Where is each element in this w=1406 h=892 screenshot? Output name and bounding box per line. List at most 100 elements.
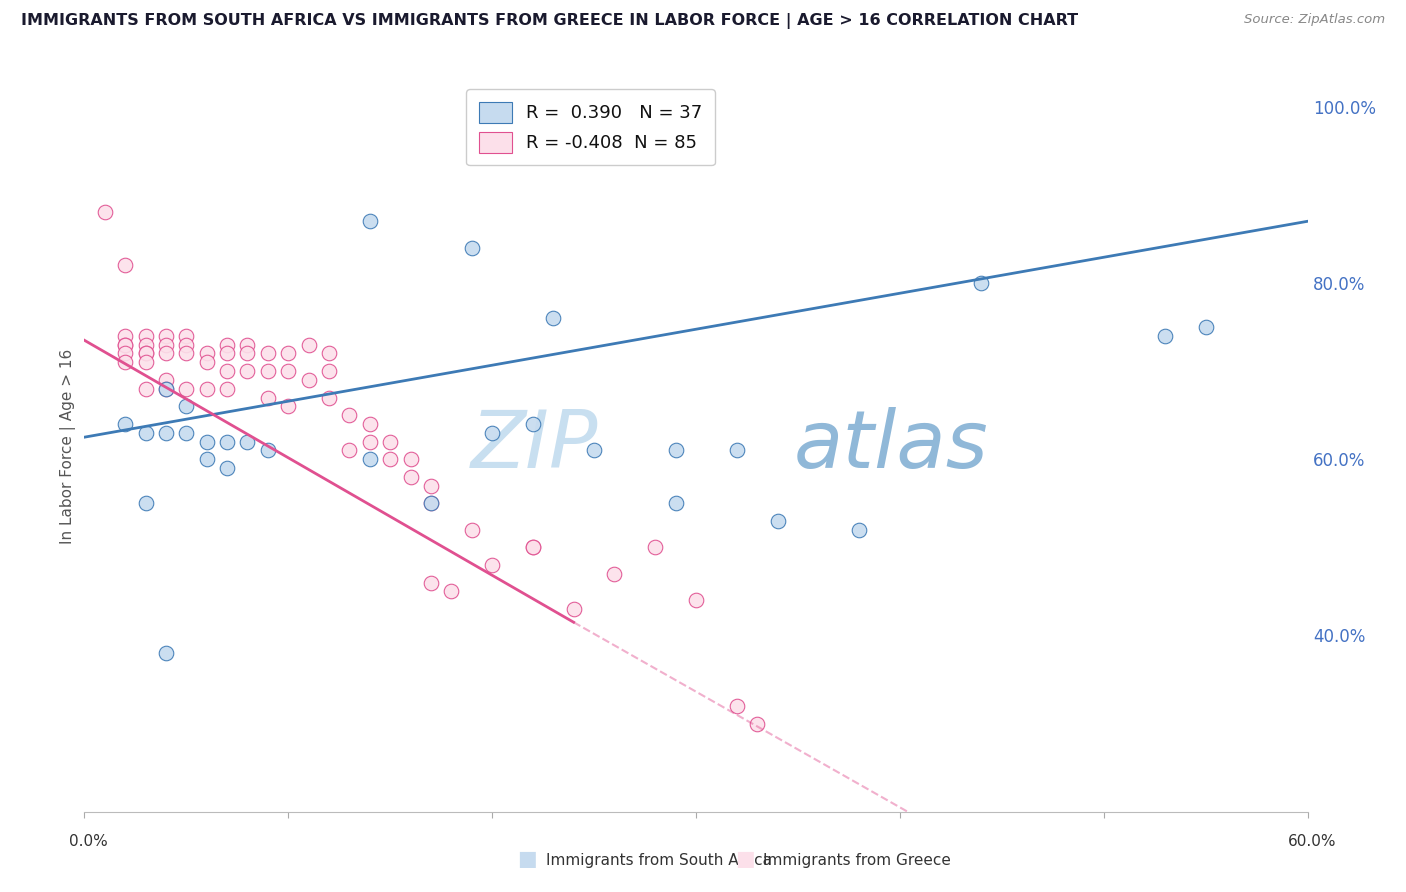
Point [277, 400, 299, 414]
Point [155, 329, 177, 343]
Point [135, 329, 157, 343]
Point [135, 346, 157, 360]
Point [562, 602, 585, 616]
Point [725, 443, 748, 458]
Point [257, 391, 280, 405]
Point [339, 408, 361, 422]
Point [665, 496, 688, 510]
Point [380, 452, 402, 467]
Point [176, 425, 198, 440]
Point [114, 417, 136, 431]
Point [114, 337, 136, 351]
Point [277, 364, 299, 378]
Text: 0.0%: 0.0% [69, 834, 108, 848]
Point [481, 425, 503, 440]
Point [217, 461, 239, 475]
Point [318, 391, 340, 405]
Point [1154, 329, 1177, 343]
Text: Source: ZipAtlas.com: Source: ZipAtlas.com [1244, 13, 1385, 27]
Point [298, 373, 321, 387]
Point [236, 364, 259, 378]
Point [725, 698, 748, 713]
Point [236, 434, 259, 449]
Legend: R =  0.390   N = 37, R = -0.408  N = 85: R = 0.390 N = 37, R = -0.408 N = 85 [467, 89, 714, 165]
Point [114, 346, 136, 360]
Point [461, 523, 484, 537]
Point [298, 337, 321, 351]
Point [747, 716, 769, 731]
Point [318, 364, 340, 378]
Point [217, 364, 239, 378]
Point [481, 558, 503, 572]
Point [135, 425, 157, 440]
Point [420, 575, 443, 590]
Point [440, 584, 463, 599]
Point [399, 470, 422, 484]
Point [135, 382, 157, 396]
Point [195, 452, 218, 467]
Point [318, 346, 340, 360]
Point [236, 346, 259, 360]
Point [155, 646, 177, 660]
Point [603, 566, 626, 581]
Point [114, 337, 136, 351]
Point [176, 337, 198, 351]
Point [420, 478, 443, 492]
Point [135, 355, 157, 369]
Point [176, 346, 198, 360]
Point [257, 443, 280, 458]
Text: atlas: atlas [794, 407, 988, 485]
Point [176, 382, 198, 396]
Point [135, 346, 157, 360]
Point [766, 514, 789, 528]
Text: ZIP: ZIP [471, 407, 598, 485]
Point [644, 117, 666, 131]
Text: IMMIGRANTS FROM SOUTH AFRICA VS IMMIGRANTS FROM GREECE IN LABOR FORCE | AGE > 16: IMMIGRANTS FROM SOUTH AFRICA VS IMMIGRAN… [21, 13, 1078, 29]
Point [195, 346, 218, 360]
Point [114, 355, 136, 369]
Point [135, 496, 157, 510]
Point [359, 452, 381, 467]
Point [257, 364, 280, 378]
Point [236, 337, 259, 351]
Point [217, 434, 239, 449]
Point [155, 382, 177, 396]
Text: Immigrants from South Africa: Immigrants from South Africa [546, 854, 772, 868]
Point [155, 382, 177, 396]
Point [114, 258, 136, 272]
Point [461, 241, 484, 255]
Point [970, 276, 993, 290]
Text: ■: ■ [735, 849, 755, 869]
Point [420, 496, 443, 510]
Point [522, 541, 544, 555]
Point [155, 346, 177, 360]
Point [155, 337, 177, 351]
Point [1195, 320, 1218, 334]
Point [339, 443, 361, 458]
Point [257, 346, 280, 360]
Point [155, 425, 177, 440]
Point [93, 205, 117, 219]
Point [217, 382, 239, 396]
Y-axis label: In Labor Force | Age > 16: In Labor Force | Age > 16 [60, 349, 76, 543]
Point [114, 329, 136, 343]
Point [195, 382, 218, 396]
Point [399, 452, 422, 467]
Point [359, 417, 381, 431]
Point [644, 541, 666, 555]
Point [176, 329, 198, 343]
Point [195, 355, 218, 369]
Point [359, 434, 381, 449]
Point [176, 400, 198, 414]
Text: ■: ■ [517, 849, 537, 869]
Point [848, 523, 870, 537]
Point [522, 541, 544, 555]
Point [359, 214, 381, 228]
Point [277, 346, 299, 360]
Point [195, 434, 218, 449]
Point [217, 337, 239, 351]
Text: 60.0%: 60.0% [1288, 834, 1336, 848]
Point [685, 593, 707, 607]
Text: Immigrants from Greece: Immigrants from Greece [763, 854, 952, 868]
Point [217, 346, 239, 360]
